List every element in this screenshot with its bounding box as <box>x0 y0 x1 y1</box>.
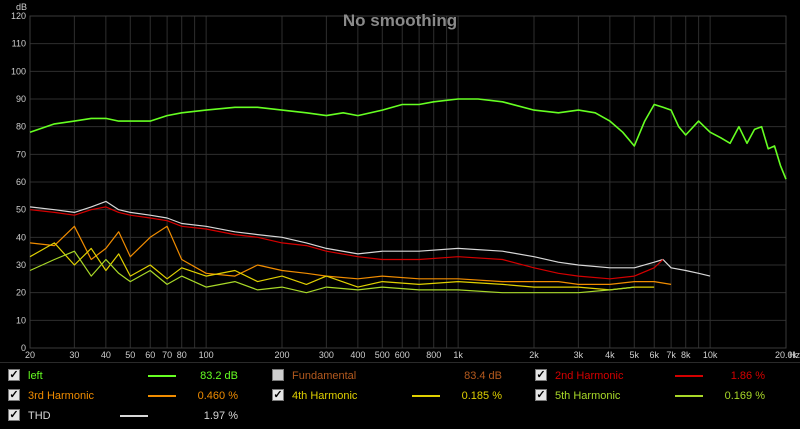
y-tick-label: 80 <box>16 122 26 132</box>
y-tick-label: 30 <box>16 260 26 270</box>
x-tick-label: 7k <box>666 350 676 360</box>
x-tick-label: 5k <box>630 350 640 360</box>
4th-harmonic-checkbox[interactable]: ✓ <box>272 389 284 401</box>
x-tick-label: 800 <box>426 350 441 360</box>
y-tick-label: 10 <box>16 315 26 325</box>
x-tick-label: 400 <box>350 350 365 360</box>
y-axis-unit: dB <box>16 2 27 12</box>
series-line-2nd-harmonic <box>29 206 664 280</box>
x-axis-unit: Hz <box>789 350 800 360</box>
x-tick-label: 1k <box>453 350 463 360</box>
legend-name: Fundamental <box>292 370 357 382</box>
legend-name: 3rd Harmonic <box>28 390 95 402</box>
y-tick-label: 20 <box>16 288 26 298</box>
y-tick-label: 110 <box>12 39 26 49</box>
y-tick-label: 60 <box>16 177 26 187</box>
legend-swatch <box>675 395 703 397</box>
legend-value: 0.169 % <box>724 390 765 402</box>
frequency-response-chart: 0 10 20 30 40 50 60 70 80 90 100 110 120 20 30 40 50 60 70… <box>10 2 800 360</box>
y-tick-label: 120 <box>11 11 26 21</box>
x-tick-label: 600 <box>395 350 410 360</box>
2nd-harmonic-checkbox[interactable]: ✓ <box>535 369 547 381</box>
x-tick-label: 8k <box>681 350 691 360</box>
legend-item-thd: ✓ THD 1.97 % <box>8 407 258 425</box>
series-line-thd <box>29 200 711 277</box>
legend-panel: ✓ left 83.2 dB Fundamental 83.4 dB ✓ 2nd… <box>0 362 800 429</box>
legend-item-left: ✓ left 83.2 dB <box>8 367 258 385</box>
y-tick-label: 100 <box>11 66 26 76</box>
legend-swatch <box>148 395 176 397</box>
legend-name: 4th Harmonic <box>292 390 358 402</box>
plot-border <box>29 15 787 349</box>
legend-item-fundamental: Fundamental 83.4 dB <box>272 367 522 385</box>
x-tick-label: 3k <box>574 350 584 360</box>
legend-value: 0.185 % <box>461 390 502 402</box>
legend-item-4th-harmonic: ✓ 4th Harmonic 0.185 % <box>272 387 522 405</box>
x-tick-label: 300 <box>319 350 334 360</box>
x-tick-label: 500 <box>375 350 390 360</box>
y-tick-label: 40 <box>16 232 26 242</box>
x-tick-label: 10k <box>703 350 718 360</box>
legend-value: 0.460 % <box>197 390 238 402</box>
y-tick-label: 50 <box>16 205 26 215</box>
thd-checkbox[interactable]: ✓ <box>8 409 20 421</box>
fundamental-checkbox[interactable] <box>272 369 284 381</box>
x-tick-label: 2k <box>529 350 539 360</box>
x-tick-label: 30 <box>69 350 79 360</box>
y-tick-label: 90 <box>16 94 26 104</box>
legend-value: 83.4 dB <box>464 370 502 382</box>
x-tick-label: 100 <box>199 350 214 360</box>
series-line-5th-harmonic <box>29 250 635 294</box>
legend-value: 1.97 % <box>203 410 238 422</box>
legend-swatch <box>120 415 148 417</box>
x-tick-label: 4k <box>605 350 615 360</box>
x-tick-label: 60 <box>145 350 155 360</box>
legend-item-5th-harmonic: ✓ 5th Harmonic 0.169 % <box>535 387 785 405</box>
chart-title: No smoothing <box>343 11 457 30</box>
x-tick-label: 50 <box>125 350 135 360</box>
legend-name: 2nd Harmonic <box>555 370 624 382</box>
left-checkbox[interactable]: ✓ <box>8 369 20 381</box>
y-tick-label: 70 <box>16 149 26 159</box>
legend-name: left <box>28 370 43 382</box>
legend-name: THD <box>28 410 51 422</box>
x-tick-label: 40 <box>101 350 111 360</box>
x-tick-label: 80 <box>177 350 187 360</box>
legend-item-3rd-harmonic: ✓ 3rd Harmonic 0.460 % <box>8 387 258 405</box>
legend-swatch <box>148 375 176 377</box>
x-tick-label: 70 <box>162 350 172 360</box>
legend-value: 83.2 dB <box>200 370 238 382</box>
3rd-harmonic-checkbox[interactable]: ✓ <box>8 389 20 401</box>
y-tick-label: 0 <box>21 343 26 353</box>
legend-item-2nd-harmonic: ✓ 2nd Harmonic 1.86 % <box>535 367 785 385</box>
x-tick-label: 200 <box>274 350 289 360</box>
legend-swatch <box>412 395 440 397</box>
series-line-3rd-harmonic <box>29 225 672 285</box>
legend-swatch <box>675 375 703 377</box>
x-tick-label: 20.0k <box>775 350 798 360</box>
legend-value: 1.86 % <box>730 370 765 382</box>
x-tick-label: 20 <box>25 350 35 360</box>
series-line-left <box>29 98 787 180</box>
x-tick-label: 6k <box>649 350 659 360</box>
5th-harmonic-checkbox[interactable]: ✓ <box>535 389 547 401</box>
legend-name: 5th Harmonic <box>555 390 621 402</box>
